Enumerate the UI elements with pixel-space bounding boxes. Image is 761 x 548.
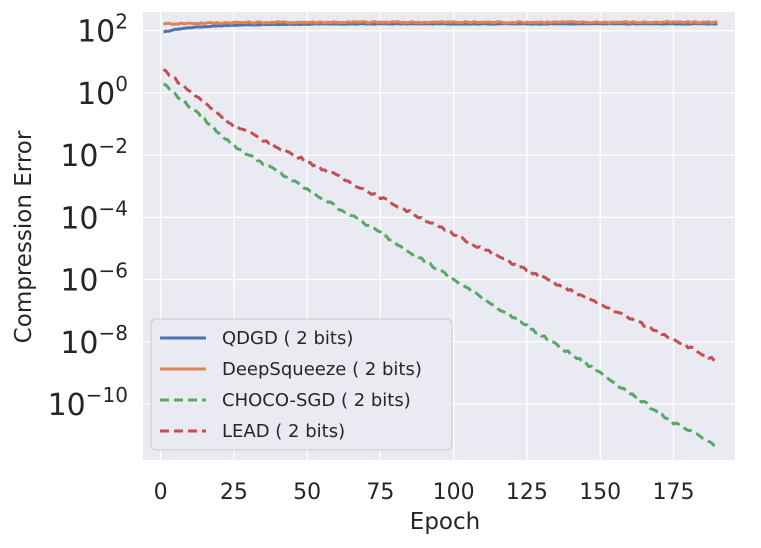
legend-label-deepsqueeze: DeepSqueeze ( 2 bits) bbox=[222, 359, 422, 380]
x-tick-label-175: 175 bbox=[652, 480, 694, 505]
x-tick-labels: 0 25 50 75 100 125 150 175 bbox=[154, 480, 695, 505]
y-tick-label-2: 102 bbox=[77, 10, 128, 50]
y-tick-label--6: 10−6 bbox=[60, 259, 128, 299]
legend-frame bbox=[150, 318, 453, 451]
series-lines bbox=[162, 20, 718, 448]
y-tick-label-0: 100 bbox=[77, 72, 128, 112]
x-tick-label-150: 150 bbox=[579, 480, 621, 505]
x-tick-label-50: 50 bbox=[293, 480, 321, 505]
y-tick-label--10: 10−10 bbox=[48, 383, 128, 423]
x-tick-label-0: 0 bbox=[154, 480, 168, 505]
legend-entry-choco-sgd: CHOCO-SGD ( 2 bits) bbox=[160, 390, 411, 411]
legend-label-choco-sgd: CHOCO-SGD ( 2 bits) bbox=[222, 390, 411, 411]
y-tick-label--8: 10−8 bbox=[60, 321, 128, 361]
y-tick-label--2: 10−2 bbox=[60, 134, 128, 174]
series-line-qdgd bbox=[163, 22, 718, 34]
legend-entry-lead: LEAD ( 2 bits) bbox=[160, 421, 345, 442]
y-tick-label--4: 10−4 bbox=[60, 196, 128, 236]
series-line-lead bbox=[162, 68, 716, 362]
y-tick-labels: 102 100 10−2 10−4 10−6 10−8 10−10 bbox=[48, 10, 128, 423]
x-tick-label-75: 75 bbox=[366, 480, 394, 505]
legend: QDGD ( 2 bits) DeepSqueeze ( 2 bits) CHO… bbox=[150, 318, 453, 451]
x-tick-label-100: 100 bbox=[433, 480, 475, 505]
legend-entry-qdgd: QDGD ( 2 bits) bbox=[160, 328, 353, 349]
series-line-choco-sgd bbox=[162, 82, 716, 448]
x-axis-title: Epoch bbox=[410, 509, 480, 535]
series-line-deepsqueeze bbox=[162, 20, 718, 26]
x-tick-label-25: 25 bbox=[220, 480, 248, 505]
x-tick-label-125: 125 bbox=[506, 480, 548, 505]
y-axis-title: Compression Error bbox=[11, 130, 37, 343]
legend-label-lead: LEAD ( 2 bits) bbox=[222, 421, 345, 442]
legend-entry-deepsqueeze: DeepSqueeze ( 2 bits) bbox=[160, 359, 422, 380]
legend-label-qdgd: QDGD ( 2 bits) bbox=[222, 328, 353, 349]
